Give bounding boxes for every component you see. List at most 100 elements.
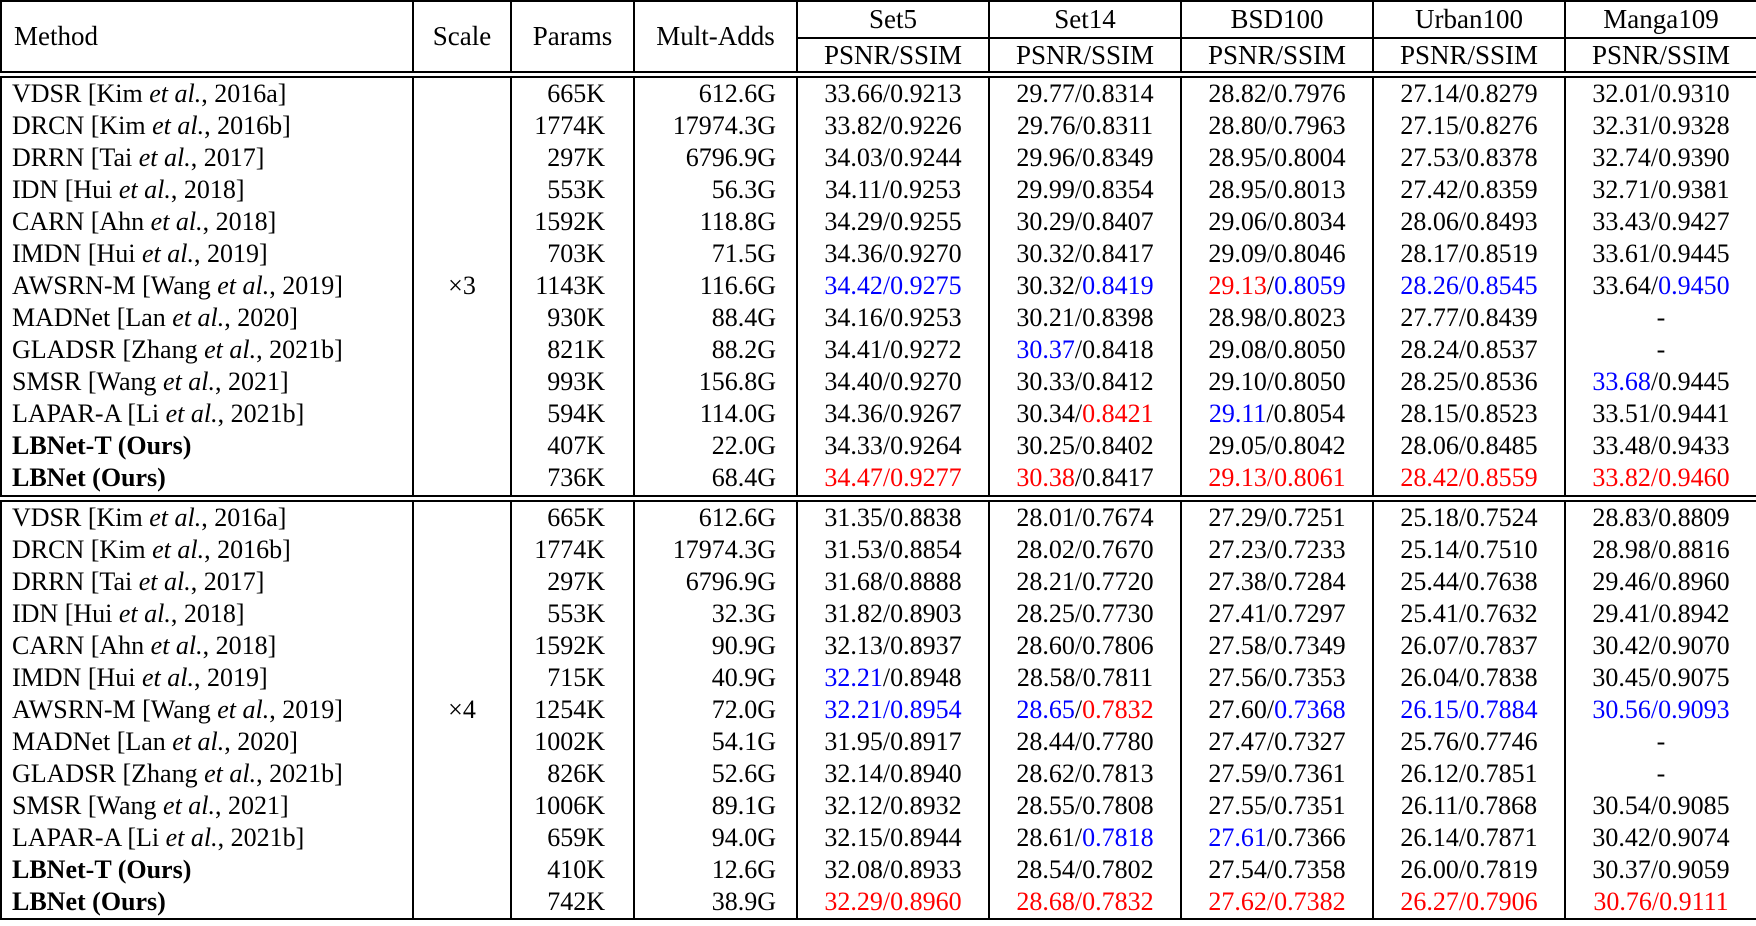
ssim-value: 0.7818 xyxy=(1082,822,1154,852)
col-header-set5: Set5 xyxy=(796,1,989,39)
ssim-value: 0.9460 xyxy=(1658,463,1730,493)
slash-separator: / xyxy=(1266,111,1275,141)
psnr-value: 29.46 xyxy=(1592,566,1651,596)
psnr-value: 28.58 xyxy=(1016,662,1076,692)
ssim-value: 0.8349 xyxy=(1082,143,1154,173)
section-x4: VDSR [Kim et al., 2016a] ×4 665K 612.6G 31.3… xyxy=(0,498,1756,919)
metric-cell: 29.08/0.8050 xyxy=(1180,334,1373,367)
table-row: VDSR [Kim et al., 2016a] ×4 665K 612.6G 31.3… xyxy=(0,498,1756,919)
metric-cell: 32.13/0.8937 xyxy=(796,629,989,662)
psnr-value: 31.95 xyxy=(824,726,883,756)
slash-separator: / xyxy=(1074,790,1083,820)
ssim-value: 0.7871 xyxy=(1466,822,1538,852)
slash-separator: / xyxy=(1651,886,1660,916)
metric-cell: 27.15/0.8276 xyxy=(1372,110,1565,143)
params-cell: 665K xyxy=(510,74,634,111)
psnr-value: 27.29 xyxy=(1208,502,1267,532)
params-cell: 297K xyxy=(510,142,634,175)
psnr-value: 27.15 xyxy=(1400,111,1459,141)
metric-cell: 27.77/0.8439 xyxy=(1372,302,1565,335)
metric-cell: 28.06/0.8493 xyxy=(1372,206,1565,239)
ssim-value: 0.9270 xyxy=(890,239,962,269)
ssim-value: 0.8279 xyxy=(1466,79,1538,109)
psnr-value: 32.15 xyxy=(824,822,883,852)
psnr-value: 26.14 xyxy=(1400,822,1459,852)
metric-cell: 29.96/0.8349 xyxy=(988,142,1181,175)
ssim-value: 0.7851 xyxy=(1466,758,1538,788)
metric-cell: 29.05/0.8042 xyxy=(1180,430,1373,463)
table-row: GLADSR [Zhang et al., 2021b] 821K 88.2G 34.… xyxy=(0,334,1756,367)
metric-cell: 34.47/0.9277 xyxy=(796,462,989,502)
ssim-value: 0.8917 xyxy=(890,726,962,756)
section-x3: VDSR [Kim et al., 2016a] ×3 665K 612.6G 33.6… xyxy=(0,74,1756,502)
table-row: MADNet [Lan et al., 2020] 930K 88.4G 34.16/… xyxy=(0,302,1756,335)
slash-separator: / xyxy=(1266,886,1275,916)
psnr-value: 28.98 xyxy=(1208,303,1267,333)
psnr-value: 25.14 xyxy=(1400,534,1459,564)
ssim-value: 0.8054 xyxy=(1273,399,1346,429)
ssim-value: 0.8809 xyxy=(1658,502,1730,532)
params-cell: 1006K xyxy=(510,789,634,822)
slash-separator: / xyxy=(1266,239,1275,269)
psnr-value: 33.82 xyxy=(824,111,883,141)
metric-cell: 31.35/0.8838 xyxy=(796,498,989,534)
ssim-value: 0.9441 xyxy=(1658,399,1730,429)
psnr-value: 25.76 xyxy=(1400,726,1459,756)
metric-cell: 25.76/0.7746 xyxy=(1372,725,1565,758)
method-name: IMDN [Hui xyxy=(12,239,142,269)
slash-separator: / xyxy=(1266,790,1275,820)
method-cell: AWSRN-M [Wang et al., 2019] xyxy=(0,270,413,303)
slash-separator: / xyxy=(882,399,891,429)
metric-cell: 33.82/0.9226 xyxy=(796,110,989,143)
slash-separator: / xyxy=(1458,502,1467,532)
mult-adds-cell: 156.8G xyxy=(633,366,797,399)
psnr-value: 26.00 xyxy=(1400,854,1459,884)
method-cell: AWSRN-M [Wang et al., 2019] xyxy=(0,693,413,726)
method-name: LBNet-T (Ours) xyxy=(12,854,192,884)
ssim-value: 0.8493 xyxy=(1466,207,1538,237)
slash-separator: / xyxy=(882,790,891,820)
citation-year: , 2019] xyxy=(194,239,268,269)
slash-separator: / xyxy=(1074,239,1083,269)
metric-cell: 27.56/0.7353 xyxy=(1180,661,1373,694)
slash-separator: / xyxy=(882,303,891,333)
ssim-value: 0.7670 xyxy=(1082,534,1154,564)
ssim-value: 0.8046 xyxy=(1274,239,1346,269)
slash-separator: / xyxy=(1075,111,1083,141)
method-cell: IMDN [Hui et al., 2019] xyxy=(0,238,413,271)
slash-separator: / xyxy=(1266,694,1275,724)
psnr-value: 27.42 xyxy=(1400,175,1459,205)
method-name: SMSR [Wang xyxy=(12,790,164,820)
citation-year: , 2020] xyxy=(224,726,298,756)
params-cell: 297K xyxy=(510,565,634,598)
psnr-value: 34.03 xyxy=(824,143,883,173)
slash-separator: / xyxy=(1266,399,1274,429)
metric-cell: 28.62/0.7813 xyxy=(988,757,1181,790)
mult-adds-cell: 38.9G xyxy=(633,885,797,919)
ssim-value: 0.8050 xyxy=(1274,367,1346,397)
slash-separator: / xyxy=(1458,399,1467,429)
params-cell: 821K xyxy=(510,334,634,367)
method-name: VDSR [Kim xyxy=(12,79,150,109)
metric-cell: 32.14/0.8940 xyxy=(796,757,989,790)
metric-cell: 33.64/0.9450 xyxy=(1564,270,1756,303)
slash-separator: / xyxy=(1266,822,1275,852)
psnr-value: 33.64 xyxy=(1592,271,1651,301)
slash-separator: / xyxy=(882,566,891,596)
method-cell: DRRN [Tai et al., 2017] xyxy=(0,565,413,598)
slash-separator: / xyxy=(1650,854,1659,884)
slash-separator: / xyxy=(1458,566,1467,596)
metric-cell: 26.04/0.7838 xyxy=(1372,661,1565,694)
slash-separator: / xyxy=(882,79,891,109)
psnr-value: 29.05 xyxy=(1208,431,1267,461)
et-al-text: et al. xyxy=(152,111,205,141)
psnr-value: 32.31 xyxy=(1592,111,1651,141)
metric-cell: 30.37/0.9059 xyxy=(1564,853,1756,886)
params-cell: 659K xyxy=(510,821,634,854)
psnr-value: 28.01 xyxy=(1016,502,1075,532)
method-cell: GLADSR [Zhang et al., 2021b] xyxy=(0,757,413,790)
citation-year: , 2016b] xyxy=(204,111,291,141)
metric-cell: 30.42/0.9074 xyxy=(1564,821,1756,854)
ssim-value: 0.8004 xyxy=(1274,143,1346,173)
ssim-value: 0.8944 xyxy=(890,822,962,852)
